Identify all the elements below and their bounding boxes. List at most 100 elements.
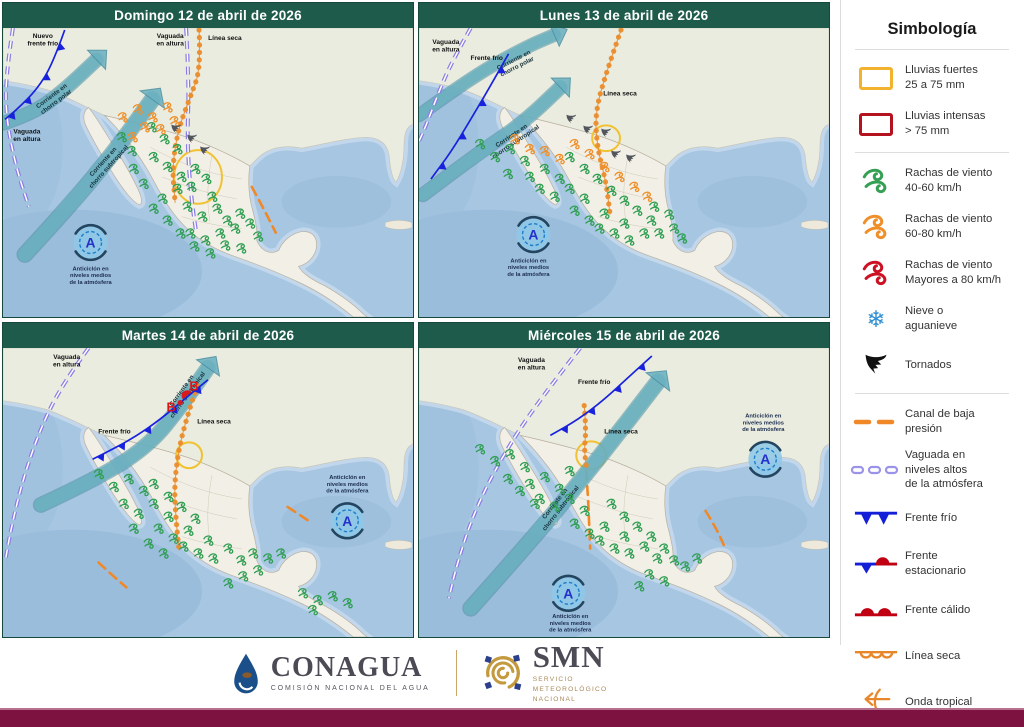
legend-divider — [855, 393, 1009, 394]
cold-front-line: Frente frío — [430, 53, 510, 180]
map-label: Vaguada en altura — [432, 39, 460, 54]
map-label: Anticiclón en niveles medios de la atmósfe… — [69, 266, 112, 286]
svg-text:A: A — [563, 585, 573, 601]
smn-wordmark: SMN — [532, 639, 605, 675]
panel-map: Corriente enchorro polar Corriente enchor… — [3, 28, 413, 317]
upper-trough-line — [419, 28, 473, 143]
legend-item-label: Tornados — [905, 358, 952, 371]
legend-divider — [855, 152, 1009, 153]
map-label: Línea seca — [604, 428, 638, 435]
low-pressure-channel — [250, 185, 277, 234]
map-label: Frente frío — [578, 379, 610, 386]
dry-line — [581, 403, 589, 468]
legend-item-label: Frente cálido — [905, 603, 971, 616]
map-label: Anticiclón en niveles medios de la atmósfe… — [507, 258, 550, 278]
bottom-bar — [0, 708, 1024, 727]
panel-miercoles: Miércoles 15 de abril de 2026 Corriente … — [418, 322, 830, 638]
panel-martes: Martes 14 de abril de 2026 Corriente enc… — [2, 322, 414, 638]
map-label: Anticiclón en niveles medios de la atmósfe… — [549, 614, 592, 634]
panel-title: Domingo 12 de abril de 2026 — [3, 3, 413, 28]
vaguada-niveles-altos-icon — [847, 463, 905, 477]
conagua-drop-icon — [233, 653, 258, 694]
panel-title: Martes 14 de abril de 2026 — [3, 323, 413, 348]
anticyclone-symbol: A — [330, 502, 365, 540]
legend-item-label: Rachas de viento Mayores a 80 km/h — [905, 259, 1002, 286]
map-label: Frente frío — [470, 55, 502, 62]
upper-trough-line — [3, 348, 91, 563]
map-label: Frente frío — [98, 428, 130, 435]
panel-map: Corriente enchorro polar Corriente enchor… — [419, 28, 829, 317]
map-label: Vaguada en altura — [157, 33, 185, 48]
linea-seca-icon — [847, 648, 905, 664]
legend-item-label: Frente frío — [905, 511, 958, 524]
anticyclone-symbol: A — [516, 215, 551, 254]
legend-item-label: Rachas de viento 40-60 km/h — [905, 167, 993, 194]
jet-stream-arrow: Corriente enchorro polar — [419, 28, 568, 123]
smn-logo: SMN SERVICIO METEOROLÓGICO NACIONAL — [483, 641, 608, 705]
rachas-mayores-80-icon — [847, 258, 905, 288]
legend-item-tornados: Tornados — [847, 345, 1023, 385]
legend-item-rachas-60-80: Rachas de viento 60-80 km/h — [847, 207, 1023, 247]
frente-calido-icon — [847, 602, 905, 618]
conagua-wordmark: CONAGUA — [270, 652, 423, 683]
lluvias-intensas-icon — [847, 112, 905, 136]
anticyclone-symbol: A — [551, 574, 586, 612]
conagua-subtitle: COMISIÓN NACIONAL DEL AGUA — [270, 685, 430, 692]
cold-front-line: Frente frío — [549, 355, 653, 437]
map-label: Anticiclón en niveles medios de la atmósfe… — [742, 414, 785, 434]
low-pressure-channel — [97, 561, 128, 589]
legend-item-linea-seca: Línea seca — [847, 636, 1023, 676]
svg-text:A: A — [760, 451, 770, 467]
panel-title: Miércoles 15 de abril de 2026 — [419, 323, 829, 348]
map-label: Vaguada en altura — [53, 354, 81, 369]
rachas-40-60-icon — [847, 166, 905, 196]
upper-trough-line — [446, 348, 582, 599]
dry-line — [593, 28, 624, 218]
forecast-grid: Domingo 12 de abril de 2026 Corriente en… — [2, 2, 830, 638]
heavy-rain-area — [175, 441, 204, 470]
anticyclone-symbol: A — [748, 440, 783, 478]
map-label: Anticiclón en niveles medios de la atmósfe… — [326, 475, 369, 495]
nieve-aguanieve-icon: ❄ — [866, 305, 886, 332]
panel-lunes: Lunes 13 de abril de 2026 Corriente ench… — [418, 2, 830, 318]
footer-logos: CONAGUA COMISIÓN NACIONAL DEL AGUA SMN S… — [0, 640, 838, 706]
logo-divider — [455, 650, 457, 696]
legend-item-label: Onda tropical — [905, 695, 973, 708]
map-label: Línea seca — [603, 91, 637, 98]
legend-item-label: Nieve o aguanieve — [905, 305, 958, 332]
legend-divider — [855, 49, 1009, 50]
lluvias-fuertes-icon — [847, 66, 905, 90]
map-label: Línea seca — [197, 418, 231, 425]
symbology-sidebar: Simbología Lluvias fuertes 25 a 75 mm Llu… — [840, 0, 1023, 716]
canal-baja-presion-icon — [847, 417, 905, 427]
legend-item-label: Vaguada en niveles altos de la atmósfera — [905, 449, 983, 491]
dry-line — [170, 28, 203, 206]
heavy-rain-area — [591, 124, 622, 153]
svg-text:A: A — [86, 234, 96, 250]
smn-spiral-icon — [484, 654, 521, 691]
legend-item-canal-baja-presion: Canal de baja presión — [847, 402, 1023, 442]
legend-title: Simbología — [887, 20, 977, 38]
legend-item-lluvias-intensas: Lluvias intensas > 75 mm — [847, 104, 1023, 144]
stationary-front-semi — [181, 390, 192, 400]
legend-item-frente-calido: Frente cálido — [847, 590, 1023, 630]
conagua-logo: CONAGUA COMISIÓN NACIONAL DEL AGUA — [231, 651, 430, 695]
frente-frio-icon — [847, 509, 905, 527]
upper-trough-line — [184, 28, 199, 232]
map-label: Vaguada en altura — [518, 357, 546, 372]
legend-item-label: Frente estacionario — [905, 550, 966, 578]
smn-subtitle: SERVICIO METEOROLÓGICO NACIONAL — [532, 676, 608, 703]
legend-item-nieve-aguanieve: ❄ Nieve o aguanieve — [847, 299, 1023, 339]
legend-item-label: Lluvias fuertes 25 a 75 mm — [905, 64, 978, 91]
legend-item-label: Rachas de viento 60-80 km/h — [905, 213, 993, 240]
legend-item-lluvias-fuertes: Lluvias fuertes 25 a 75 mm — [847, 58, 1023, 98]
legend-item-onda-tropical: Onda tropical — [847, 682, 1023, 722]
legend-item-label: Lluvias intensas > 75 mm — [905, 110, 986, 137]
map-label: Línea seca — [208, 35, 242, 42]
svg-text:A: A — [528, 227, 538, 243]
legend-item-frente-frio: Frente frío — [847, 498, 1023, 538]
legend-item-label: Canal de baja presión — [905, 408, 975, 435]
map-label: Nuevo frente frío — [28, 33, 59, 48]
